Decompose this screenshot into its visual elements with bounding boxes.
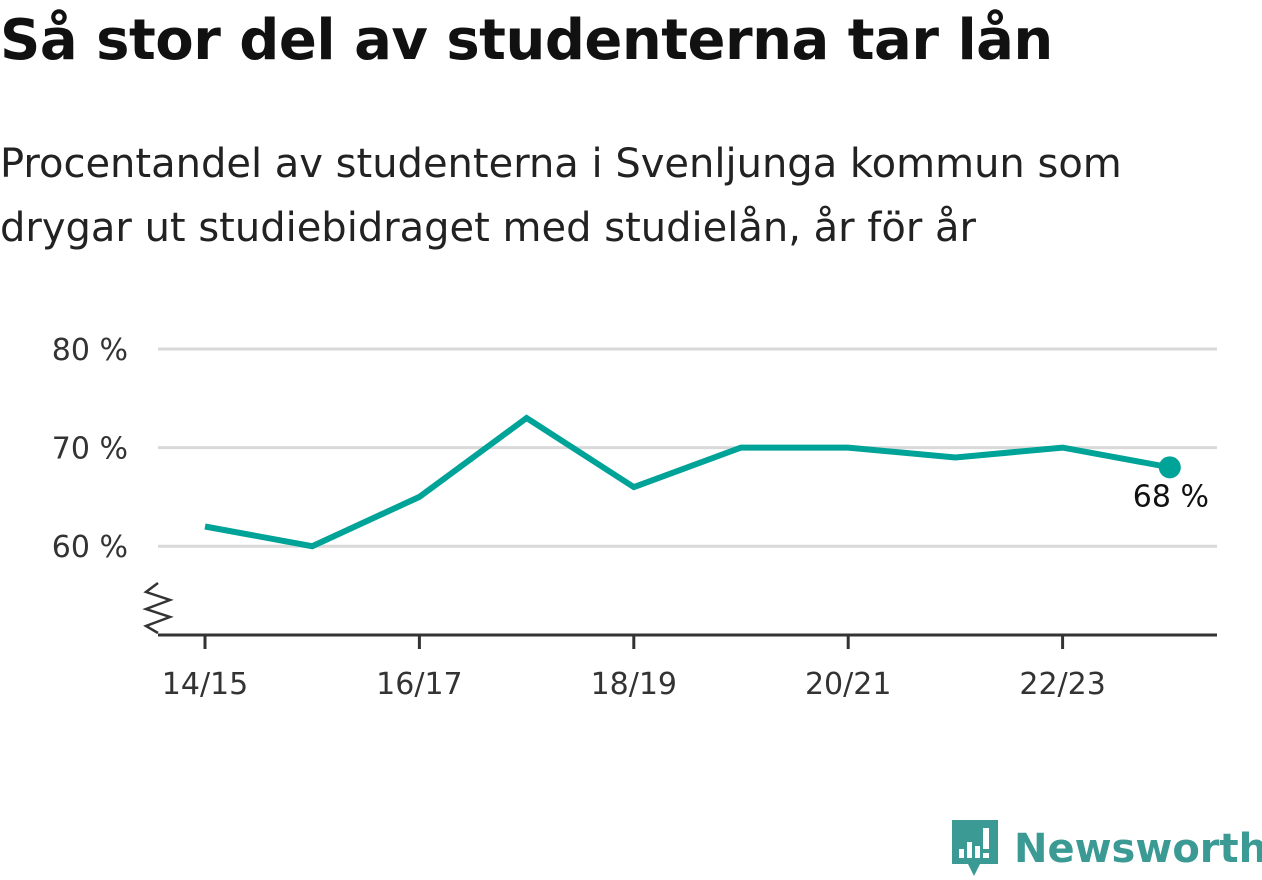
- chart-subtitle: Procentandel av studenterna i Svenljunga…: [0, 132, 1240, 260]
- brand-name: Newsworthy: [1014, 826, 1262, 872]
- data-labels: 68 %: [1133, 479, 1209, 514]
- newsworthy-logo-icon: [952, 820, 998, 876]
- x-axis-tick-labels: 14/15 16/17 18/19 20/21 22/23: [162, 667, 1106, 702]
- chart-subtitle-line-1: Procentandel av studenterna i Svenljunga…: [0, 141, 1122, 187]
- end-point-marker: [1158, 456, 1181, 479]
- end-value-label: 68 %: [1133, 479, 1209, 514]
- x-tick-label-16/17: 16/17: [376, 667, 462, 702]
- chart-title: Så stor del av studenterna tar lån: [0, 8, 1053, 73]
- axes: [142, 582, 1217, 649]
- data-series: [204, 414, 1181, 550]
- y-axis-break-icon: [142, 582, 174, 635]
- x-tick-label-22/23: 22/23: [1019, 667, 1105, 702]
- series-line: [204, 414, 1171, 550]
- y-tick-label-70: 70 %: [52, 432, 128, 467]
- brand-logo: Newsworthy: [950, 818, 1262, 880]
- y-axis-tick-labels: 60 % 70 % 80 %: [52, 333, 128, 565]
- x-tick-label-20/21: 20/21: [805, 667, 891, 702]
- y-tick-label-60: 60 %: [52, 530, 128, 565]
- y-tick-label-80: 80 %: [52, 333, 128, 368]
- x-tick-label-14/15: 14/15: [162, 667, 248, 702]
- chart-subtitle-line-2: drygar ut studiebidraget med studielån, …: [0, 205, 976, 251]
- x-tick-label-18/19: 18/19: [591, 667, 677, 702]
